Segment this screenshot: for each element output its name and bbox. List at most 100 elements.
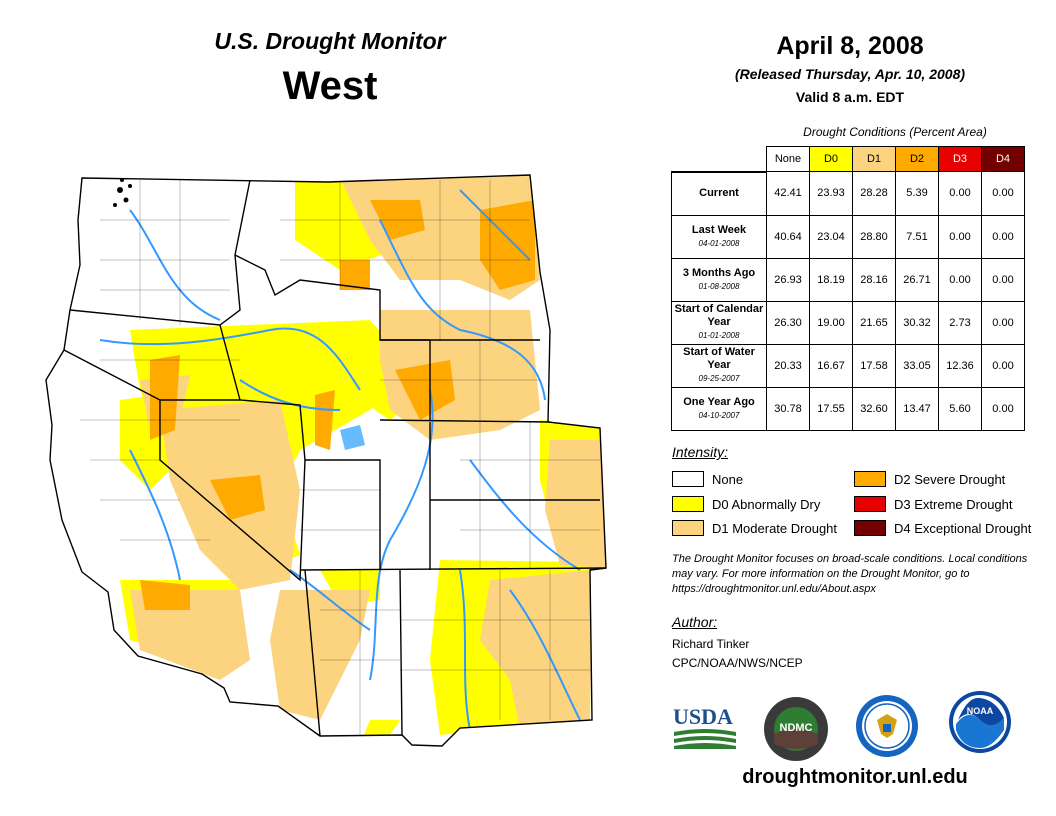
legend-swatch [672, 496, 704, 512]
conditions-table: None D0 D1 D2 D3 D4 Current 42.41 23.93 … [671, 146, 1025, 431]
table-cell: 23.93 [809, 171, 853, 216]
table-cell: 19.00 [809, 300, 853, 345]
col-header-d3: D3 [938, 146, 982, 172]
conditions-caption: Drought Conditions (Percent Area) [803, 125, 987, 139]
row-label: Current [671, 171, 767, 216]
rivers [99, 189, 581, 731]
table-cell: 17.55 [809, 386, 853, 431]
table-cell: 28.80 [852, 214, 896, 259]
usda-logo-text: USDA [673, 704, 733, 729]
table-cell: 23.04 [809, 214, 853, 259]
row-label-text: Start of Water Year [683, 346, 755, 371]
table-cell: 30.32 [895, 300, 939, 345]
table-cell: 0.00 [981, 343, 1025, 388]
table-cell: 30.78 [766, 386, 810, 431]
table-cell: 5.39 [895, 171, 939, 216]
legend-label: D1 Moderate Drought [712, 520, 838, 536]
table-cell: 0.00 [981, 257, 1025, 302]
table-cell: 26.93 [766, 257, 810, 302]
drought-map [45, 174, 607, 747]
conditions-row-water-year: Start of Water Year 09-25-2007 20.33 16.6… [671, 343, 1025, 388]
legend-item-d2: D2 Severe Drought [854, 471, 1005, 487]
legend-item-d0: D0 Abnormally Dry [672, 496, 820, 512]
release-date: (Released Thursday, Apr. 10, 2008) [734, 66, 966, 82]
table-cell: 0.00 [981, 300, 1025, 345]
author-heading: Author: [672, 614, 718, 630]
table-cell: 12.36 [938, 343, 982, 388]
row-label-text: Last Week [691, 223, 747, 236]
header-blank-cell [671, 146, 767, 173]
table-cell: 26.30 [766, 300, 810, 345]
table-cell: 17.58 [852, 343, 896, 388]
legend-label: D0 Abnormally Dry [712, 496, 821, 512]
table-cell: 7.51 [895, 214, 939, 259]
row-label-text: One Year Ago [683, 395, 755, 408]
d2-areas [140, 200, 535, 610]
table-cell: 0.00 [938, 257, 982, 302]
table-cell: 2.73 [938, 300, 982, 345]
conditions-row-last-week: Last Week 04-01-2008 40.64 23.04 28.80 7.… [671, 214, 1025, 259]
row-label-text: 3 Months Ago [682, 266, 756, 279]
table-cell: 5.60 [938, 386, 982, 431]
table-cell: 28.28 [852, 171, 896, 216]
noaa-logo: NOAA [948, 690, 1012, 754]
great-salt-lake [340, 425, 365, 450]
table-cell: 18.19 [809, 257, 853, 302]
legend-swatch [854, 471, 886, 487]
footer-url[interactable]: droughtmonitor.unl.edu [742, 766, 968, 788]
conditions-row-3-months: 3 Months Ago 01-08-2008 26.93 18.19 28.16… [671, 257, 1025, 302]
legend-label: None [712, 471, 744, 487]
valid-time: Valid 8 a.m. EDT [795, 89, 905, 105]
row-sub-date: 01-01-2008 [698, 331, 740, 340]
col-header-d4: D4 [981, 146, 1025, 172]
table-cell: 0.00 [938, 214, 982, 259]
legend-swatch [854, 496, 886, 512]
table-cell: 42.41 [766, 171, 810, 216]
col-header-d1: D1 [852, 146, 896, 172]
usda-logo: USDA [672, 702, 738, 750]
col-header-d0: D0 [809, 146, 853, 172]
table-cell: 16.67 [809, 343, 853, 388]
map-date: April 8, 2008 [776, 32, 924, 60]
legend-item-none: None [672, 471, 743, 487]
legend-item-d3: D3 Extreme Drought [854, 496, 1013, 512]
legend-item-d1: D1 Moderate Drought [672, 520, 837, 536]
table-cell: 0.00 [981, 214, 1025, 259]
table-cell: 0.00 [981, 386, 1025, 431]
row-sub-date: 04-10-2007 [698, 410, 740, 420]
row-sub-date: 09-25-2007 [698, 374, 740, 383]
puget-sound-islands [113, 178, 132, 207]
table-cell: 26.71 [895, 257, 939, 302]
conditions-row-current: Current 42.41 23.93 28.28 5.39 0.00 0.00 [671, 171, 1025, 216]
col-header-d2: D2 [895, 146, 939, 172]
row-label: Start of Calendar Year 01-01-2008 [671, 300, 767, 345]
col-header-none: None [766, 146, 810, 172]
ndmc-logo: NDMC [763, 696, 829, 762]
row-label: 3 Months Ago 01-08-2008 [671, 257, 767, 302]
legend-swatch [854, 520, 886, 536]
table-cell: 20.33 [766, 343, 810, 388]
author-org: CPC/NOAA/NWS/NCEP [672, 656, 803, 670]
table-cell: 28.16 [852, 257, 896, 302]
intensity-heading: Intensity: [672, 444, 729, 460]
state-borders [45, 174, 607, 747]
row-label-text: Current [699, 187, 739, 199]
legend-label: D4 Exceptional Drought [894, 520, 1032, 536]
legend-label: D3 Extreme Drought [894, 496, 1013, 512]
legend-swatch [672, 520, 704, 536]
table-cell: 33.05 [895, 343, 939, 388]
noaa-logo-text: NOAA [967, 706, 994, 716]
legend-label: D2 Severe Drought [894, 471, 1006, 487]
row-label: Start of Water Year 09-25-2007 [671, 343, 767, 388]
table-cell: 32.60 [852, 386, 896, 431]
row-sub-date: 01-08-2008 [698, 281, 740, 291]
conditions-row-calendar-year: Start of Calendar Year 01-01-2008 26.30 1… [671, 300, 1025, 345]
commerce-seal-logo [855, 694, 919, 758]
conditions-header-row: None D0 D1 D2 D3 D4 [671, 146, 1025, 173]
row-label: One Year Ago 04-10-2007 [671, 386, 767, 431]
disclaimer-note: The Drought Monitor focuses on broad-sca… [672, 553, 1028, 595]
ndmc-logo-text: NDMC [780, 722, 813, 734]
table-cell: 13.47 [895, 386, 939, 431]
region-title: West [282, 64, 378, 108]
author-name: Richard Tinker [672, 637, 750, 651]
